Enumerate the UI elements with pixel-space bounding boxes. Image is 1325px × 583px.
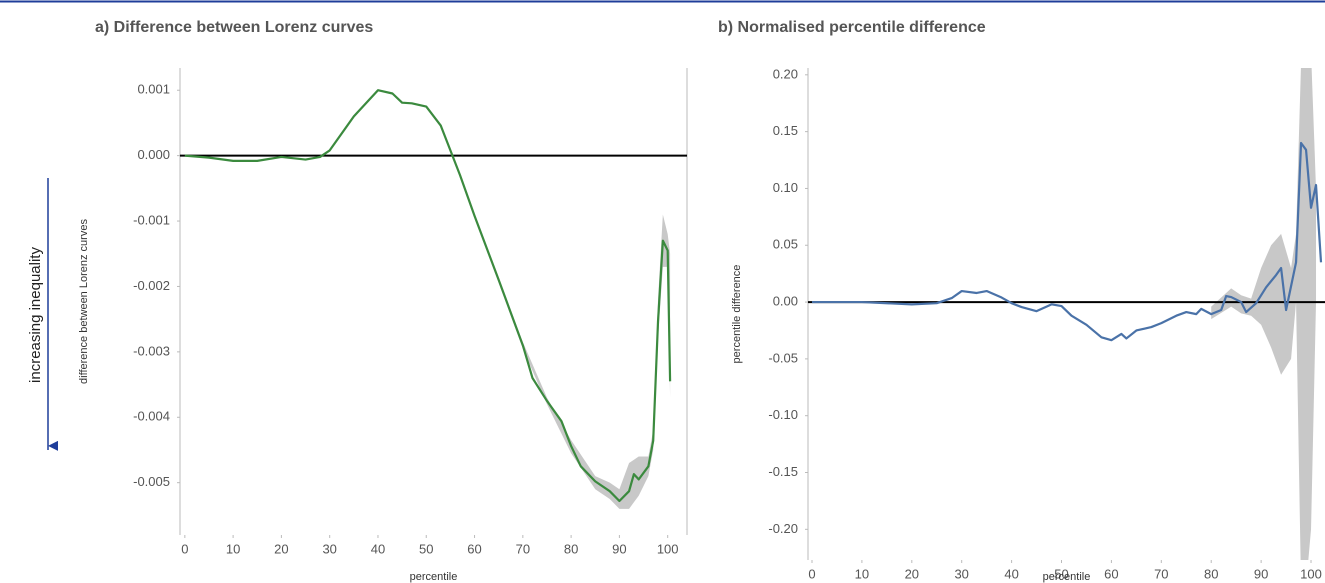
chart-title: b) Normalised percentile difference xyxy=(718,19,986,36)
x-axis-label: percentile xyxy=(410,571,458,583)
x-tick-label: 50 xyxy=(419,541,433,556)
annotation: increasing inequality xyxy=(27,247,44,383)
x-tick-label: 10 xyxy=(855,566,869,581)
x-tick-label: 20 xyxy=(905,566,919,581)
x-tick-label: 50 xyxy=(1054,566,1068,581)
x-axis-label: percentile xyxy=(1043,571,1091,583)
x-tick-label: 30 xyxy=(954,566,968,581)
y-axis-label: percentile difference xyxy=(731,265,743,364)
x-tick-label: 90 xyxy=(612,541,626,556)
x-tick-label: 10 xyxy=(226,541,240,556)
y-tick-label: -0.002 xyxy=(133,278,170,293)
x-tick-label: 90 xyxy=(1254,566,1268,581)
y-tick-label: -0.001 xyxy=(133,212,170,227)
y-axis-label: difference between Lorenz curves xyxy=(78,219,90,384)
confidence-band xyxy=(474,214,671,509)
x-tick-label: 100 xyxy=(1300,566,1322,581)
x-tick-label: 40 xyxy=(371,541,385,556)
y-tick-label: -0.005 xyxy=(133,474,170,489)
y-tick-label: -0.05 xyxy=(768,350,798,365)
y-tick-label: -0.003 xyxy=(133,343,170,358)
y-tick-label: 0.000 xyxy=(137,147,170,162)
y-tick-label: 0.20 xyxy=(773,66,798,81)
x-tick-label: 30 xyxy=(322,541,336,556)
y-tick-label: 0.15 xyxy=(773,123,798,138)
y-tick-label: -0.004 xyxy=(133,409,170,424)
series-line xyxy=(184,89,672,503)
confidence-band xyxy=(1211,68,1317,560)
x-tick-label: 100 xyxy=(657,541,679,556)
chart-title: a) Difference between Lorenz curves xyxy=(95,19,373,36)
series-line xyxy=(811,141,1323,342)
y-tick-label: -0.15 xyxy=(768,464,798,479)
x-tick-label: 0 xyxy=(181,541,188,556)
x-tick-label: 70 xyxy=(516,541,530,556)
x-tick-label: 70 xyxy=(1154,566,1168,581)
y-tick-label: 0.00 xyxy=(773,294,798,309)
y-tick-label: 0.001 xyxy=(137,82,170,97)
y-tick-label: 0.05 xyxy=(773,237,798,252)
x-tick-label: 60 xyxy=(1104,566,1118,581)
plot-area xyxy=(808,68,1325,560)
plot-area xyxy=(180,89,687,509)
x-tick-label: 80 xyxy=(1204,566,1218,581)
x-tick-label: 60 xyxy=(467,541,481,556)
x-tick-label: 80 xyxy=(564,541,578,556)
y-tick-label: -0.20 xyxy=(768,521,798,536)
y-tick-label: -0.10 xyxy=(768,407,798,422)
x-tick-label: 20 xyxy=(274,541,288,556)
y-tick-label: 0.10 xyxy=(773,180,798,195)
x-tick-label: 40 xyxy=(1004,566,1018,581)
x-tick-label: 0 xyxy=(808,566,815,581)
